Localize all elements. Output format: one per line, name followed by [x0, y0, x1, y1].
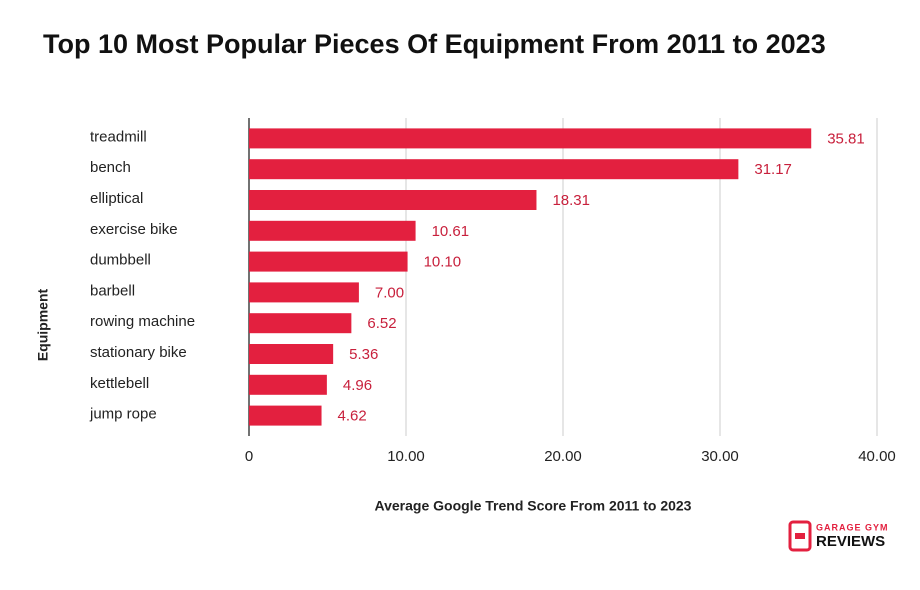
bar: [249, 251, 408, 272]
y-tick-label: stationary bike: [90, 344, 187, 361]
y-tick-label: kettlebell: [90, 375, 149, 392]
x-tick-label: 0: [245, 448, 253, 465]
y-tick-label: elliptical: [90, 190, 143, 207]
y-tick-label: bench: [90, 159, 131, 176]
value-label: 10.61: [432, 223, 470, 240]
y-tick-label: rowing machine: [90, 313, 195, 330]
y-axis-label: Equipment: [35, 289, 51, 362]
bar: [249, 220, 416, 241]
x-axis-label: Average Google Trend Score From 2011 to …: [375, 498, 692, 514]
value-label: 10.10: [424, 254, 462, 271]
value-label: 31.17: [754, 161, 792, 178]
y-tick-label: jump rope: [89, 406, 157, 423]
logo-icon: [795, 533, 805, 539]
value-label: 7.00: [375, 284, 404, 301]
bar: [249, 282, 359, 303]
bar: [249, 190, 537, 210]
bar: [249, 344, 334, 364]
bar: [249, 313, 352, 334]
brand-top: GARAGE GYM: [816, 522, 889, 532]
y-tick-label: barbell: [90, 282, 135, 299]
logo-icon: [788, 520, 812, 552]
bar: [249, 159, 739, 180]
value-label: 35.81: [827, 130, 865, 147]
value-label: 4.62: [338, 408, 367, 425]
brand-bottom: REVIEWS: [816, 533, 885, 550]
y-tick-label: treadmill: [90, 128, 147, 145]
bar: [249, 374, 327, 395]
logo: GARAGE GYM REVIEWS: [788, 520, 889, 552]
value-label: 6.52: [367, 315, 396, 332]
x-tick-label: 20.00: [544, 448, 582, 465]
x-tick-label: 30.00: [701, 448, 739, 465]
x-tick-label: 40.00: [858, 448, 896, 465]
x-tick-label: 10.00: [387, 448, 425, 465]
bar: [249, 405, 322, 426]
value-label: 18.31: [552, 192, 590, 209]
value-label: 5.36: [349, 346, 378, 363]
y-tick-label: exercise bike: [90, 221, 178, 238]
bar: [249, 128, 812, 149]
value-label: 4.96: [343, 377, 372, 394]
y-tick-label: dumbbell: [90, 252, 151, 269]
chart-title: Top 10 Most Popular Pieces Of Equipment …: [43, 29, 826, 59]
